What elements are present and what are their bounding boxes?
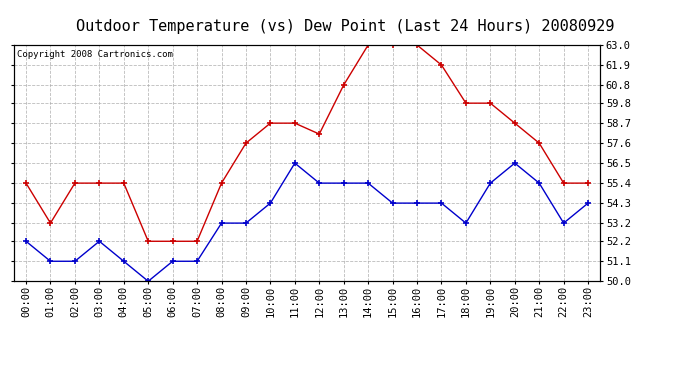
Text: Copyright 2008 Cartronics.com: Copyright 2008 Cartronics.com xyxy=(17,50,172,59)
Text: Outdoor Temperature (vs) Dew Point (Last 24 Hours) 20080929: Outdoor Temperature (vs) Dew Point (Last… xyxy=(76,19,614,34)
